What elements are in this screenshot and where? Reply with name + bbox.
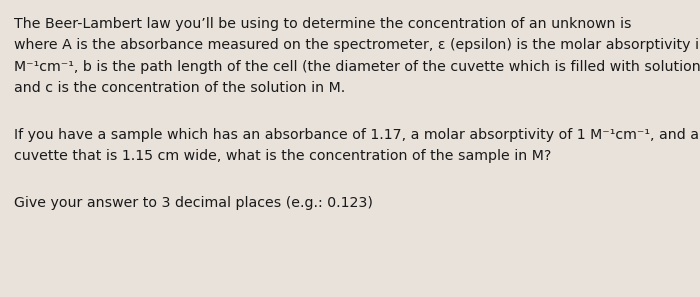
Text: M⁻¹cm⁻¹, b is the path length of the cell (the diameter of the cuvette which is : M⁻¹cm⁻¹, b is the path length of the cel… (14, 60, 700, 74)
Text: where A is the absorbance measured on the spectrometer, ε (epsilon) is the molar: where A is the absorbance measured on th… (14, 38, 700, 52)
Text: Give your answer to 3 decimal places (e.g.: 0.123): Give your answer to 3 decimal places (e.… (14, 196, 373, 210)
Text: cuvette that is 1.15 cm wide, what is the concentration of the sample in M?: cuvette that is 1.15 cm wide, what is th… (14, 149, 552, 163)
Text: and c is the concentration of the solution in M.: and c is the concentration of the soluti… (14, 81, 345, 95)
Text: If you have a sample which has an absorbance of 1.17, a molar absorptivity of 1 : If you have a sample which has an absorb… (14, 128, 699, 142)
Text: The Beer-Lambert law you’ll be using to determine the concentration of an unknow: The Beer-Lambert law you’ll be using to … (14, 17, 636, 31)
